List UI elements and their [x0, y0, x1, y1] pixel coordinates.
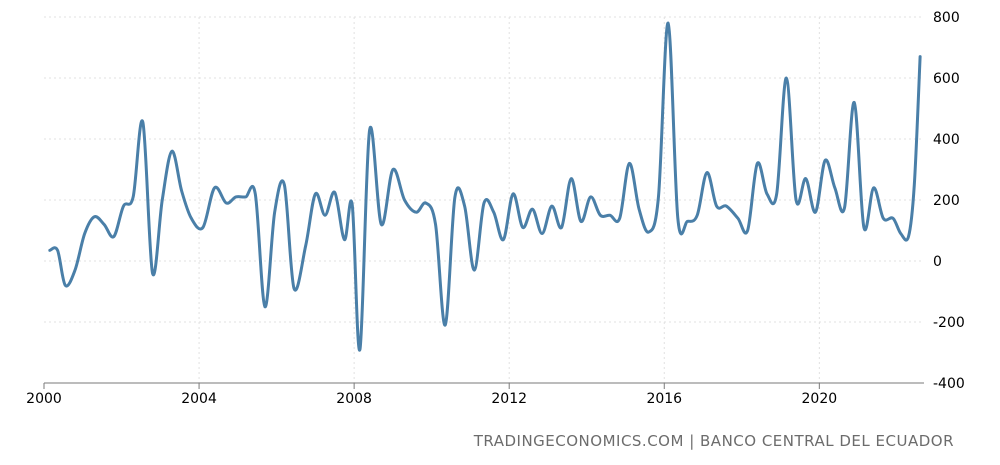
axis-layer — [43, 382, 924, 389]
series-line — [48, 21, 922, 352]
x-tick-label: 2004 — [181, 391, 217, 407]
y-tick-label: 200 — [933, 193, 960, 209]
y-tick-label: 600 — [933, 71, 960, 87]
series-layer — [48, 21, 922, 352]
y-tick-label: 0 — [933, 254, 942, 270]
x-tick-label: 2012 — [491, 391, 527, 407]
y-tick-label: 400 — [933, 132, 960, 148]
y-tick-labels: 800 600 400 200 0 -200 -400 — [933, 10, 965, 392]
x-tick-label: 2020 — [802, 391, 838, 407]
source-label: TRADINGECONOMICS.COM | BANCO CENTRAL DEL… — [473, 432, 954, 450]
x-tick-label: 2008 — [336, 391, 372, 407]
y-tick-label: -200 — [933, 315, 965, 331]
x-tick-label: 2016 — [646, 391, 682, 407]
y-tick-label: -400 — [933, 376, 965, 392]
x-tick-labels: 2000 2004 2008 2012 2016 2020 — [26, 391, 837, 407]
y-tick-label: 800 — [933, 10, 960, 26]
x-tick-label: 2000 — [26, 391, 62, 407]
